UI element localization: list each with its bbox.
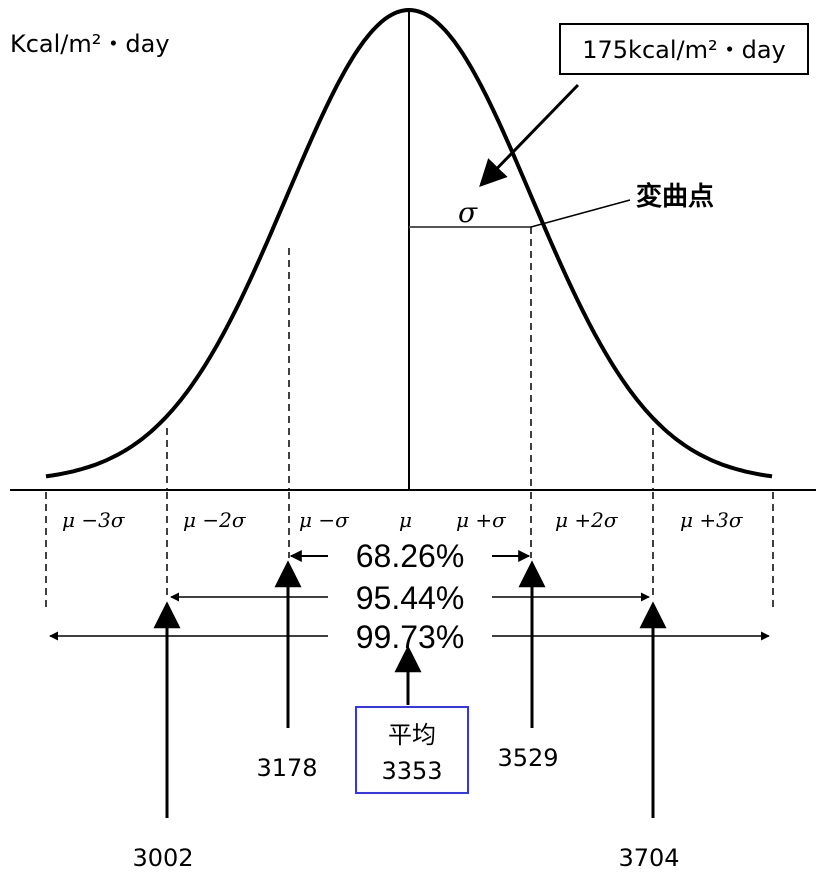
inflection-label: 変曲点 — [636, 181, 714, 212]
value-plus1sigma: 3529 — [497, 744, 558, 772]
tick-mean: μ — [399, 508, 412, 532]
tick-plus3sigma: μ +3σ — [680, 508, 744, 532]
range95-label: 95.44% — [356, 580, 465, 616]
mean-value: 3353 — [381, 757, 442, 785]
range68-label: 68.26% — [356, 538, 465, 574]
mean-title: 平均 — [388, 721, 436, 749]
tick-plus1sigma: μ +σ — [456, 508, 507, 532]
callout-text: 175kcal/m²・day — [582, 36, 786, 64]
value-minus2sigma: 3002 — [132, 844, 193, 872]
value-minus1sigma: 3178 — [256, 754, 317, 782]
mean-box — [355, 706, 469, 794]
callout-box — [559, 23, 809, 75]
sigma-label: σ — [458, 196, 478, 229]
inflection-pointer — [530, 199, 631, 228]
tick-minus2sigma: μ −2σ — [183, 508, 247, 532]
value-plus2sigma: 3704 — [618, 844, 679, 872]
tick-minus3sigma: μ −3σ — [62, 508, 126, 532]
range99-label: 99.73% — [356, 619, 465, 655]
unit-label: Kcal/m²・day — [10, 30, 170, 58]
tick-plus2sigma: μ +2σ — [555, 508, 619, 532]
tick-minus1sigma: μ −σ — [299, 508, 350, 532]
callout-arrow — [479, 83, 580, 187]
